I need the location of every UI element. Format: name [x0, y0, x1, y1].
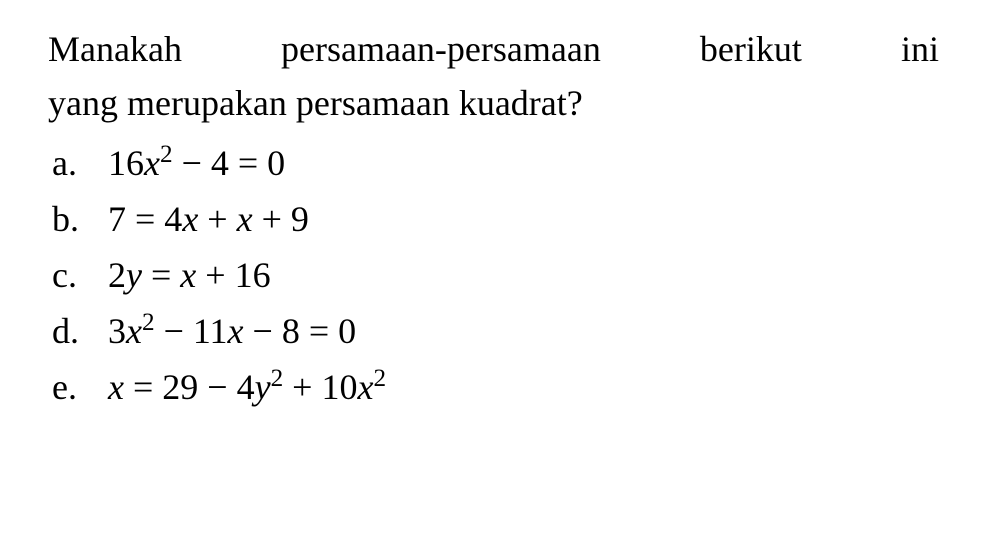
option-d: d. 3x2 − 11x − 8 = 0: [52, 310, 939, 352]
option-e-content: x = 29 − 4y2 + 10x2: [108, 366, 386, 408]
option-b: b. 7 = 4x + x + 9: [52, 198, 939, 240]
option-c-label: c.: [52, 254, 108, 296]
option-a: a. 16x2 − 4 = 0: [52, 142, 939, 184]
q-word-2: persamaan-persamaan: [281, 28, 601, 70]
option-a-content: 16x2 − 4 = 0: [108, 142, 285, 184]
q-word-1: Manakah: [48, 28, 182, 70]
q-word-4: ini: [901, 28, 939, 70]
question-line-2: yang merupakan persamaan kuadrat?: [48, 82, 939, 124]
option-b-label: b.: [52, 198, 108, 240]
option-c: c. 2y = x + 16: [52, 254, 939, 296]
options-list: a. 16x2 − 4 = 0 b. 7 = 4x + x + 9 c. 2y …: [48, 142, 939, 408]
option-d-content: 3x2 − 11x − 8 = 0: [108, 310, 356, 352]
q-word-3: berikut: [700, 28, 802, 70]
option-e-label: e.: [52, 366, 108, 408]
option-c-content: 2y = x + 16: [108, 254, 271, 296]
question-line-1: Manakah persamaan-persamaan berikut ini: [48, 28, 939, 70]
option-d-label: d.: [52, 310, 108, 352]
option-e: e. x = 29 − 4y2 + 10x2: [52, 366, 939, 408]
option-a-label: a.: [52, 142, 108, 184]
option-b-content: 7 = 4x + x + 9: [108, 198, 309, 240]
